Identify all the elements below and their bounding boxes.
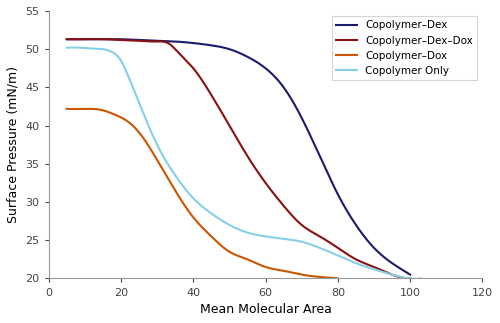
Copolymer–Dex–Dox bbox=[250, 163, 256, 167]
Copolymer–Dex–Dox bbox=[230, 129, 235, 133]
Copolymer–Dex bbox=[407, 273, 413, 276]
Copolymer–Dex bbox=[346, 212, 352, 216]
Copolymer–Dex–Dox bbox=[228, 126, 234, 130]
Copolymer–Dex–Dox bbox=[346, 253, 352, 257]
Line: Copolymer–Dox: Copolymer–Dox bbox=[66, 109, 338, 278]
Copolymer–Dex–Dox bbox=[269, 189, 275, 193]
Copolymer–Dox bbox=[286, 270, 292, 274]
Copolymer–Dex bbox=[269, 72, 275, 76]
Copolymer–Dex–Dox bbox=[400, 276, 406, 280]
Copolymer–Dex bbox=[400, 268, 406, 272]
Copolymer–Dox bbox=[329, 276, 335, 280]
Copolymer–Dex–Dox bbox=[64, 37, 70, 41]
Copolymer Only bbox=[232, 226, 238, 230]
Copolymer–Dex–Dox bbox=[407, 276, 413, 280]
Copolymer–Dex–Dox bbox=[92, 37, 98, 41]
Copolymer–Dox bbox=[335, 276, 341, 280]
Copolymer–Dex–Dox bbox=[406, 276, 412, 280]
Copolymer–Dox bbox=[85, 107, 91, 111]
Copolymer Only bbox=[355, 262, 361, 266]
Line: Copolymer Only: Copolymer Only bbox=[66, 47, 421, 279]
Copolymer–Dox bbox=[194, 221, 200, 224]
Legend: Copolymer–Dex, Copolymer–Dex–Dox, Copolymer–Dox, Copolymer Only: Copolymer–Dex, Copolymer–Dex–Dox, Copoly… bbox=[332, 16, 478, 80]
Copolymer–Dox bbox=[226, 249, 232, 253]
Copolymer–Dex bbox=[111, 37, 117, 41]
Copolymer–Dox bbox=[211, 237, 217, 241]
Copolymer–Dex bbox=[250, 58, 256, 62]
Copolymer–Dox bbox=[193, 219, 199, 223]
Copolymer Only bbox=[256, 234, 262, 237]
Copolymer Only bbox=[413, 277, 419, 281]
Copolymer–Dex bbox=[64, 37, 70, 41]
Copolymer Only bbox=[418, 276, 424, 280]
Line: Copolymer–Dex–Dox: Copolymer–Dex–Dox bbox=[66, 39, 410, 278]
Copolymer Only bbox=[235, 227, 241, 231]
Copolymer–Dox bbox=[64, 107, 70, 111]
Copolymer–Dex bbox=[230, 48, 235, 52]
Y-axis label: Surface Pressure (mN/m): Surface Pressure (mN/m) bbox=[7, 66, 20, 223]
Copolymer Only bbox=[410, 277, 416, 281]
Copolymer–Dex bbox=[228, 47, 234, 51]
Copolymer Only bbox=[64, 46, 70, 49]
Copolymer Only bbox=[68, 46, 74, 49]
Line: Copolymer–Dex: Copolymer–Dex bbox=[66, 39, 410, 275]
X-axis label: Mean Molecular Area: Mean Molecular Area bbox=[200, 303, 332, 316]
Copolymer Only bbox=[276, 236, 281, 240]
